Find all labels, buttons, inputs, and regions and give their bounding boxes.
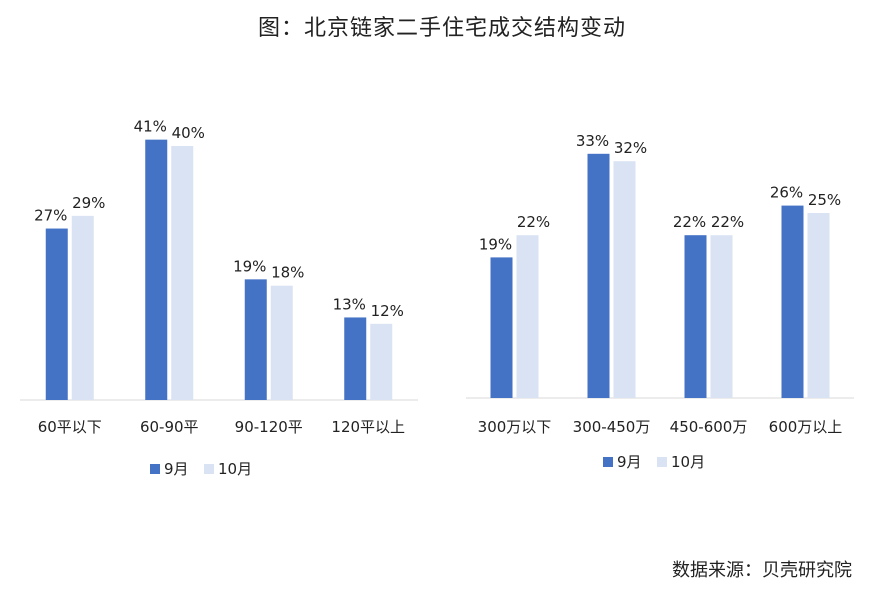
bar-sep	[490, 257, 513, 398]
legend-swatch-sep	[603, 457, 613, 467]
data-label: 40%	[172, 124, 205, 142]
bar-sep	[344, 317, 367, 400]
data-label: 19%	[233, 257, 266, 275]
bar-sep	[781, 205, 804, 398]
bar-oct	[710, 235, 733, 398]
x-tick-label: 600万以上	[769, 418, 843, 436]
bar-sep	[45, 228, 68, 400]
bar-sep	[145, 139, 168, 400]
legend-swatch-sep	[150, 464, 160, 474]
data-label: 12%	[371, 302, 404, 320]
legend-label: 9月	[164, 460, 189, 478]
page-title: 图：北京链家二手住宅成交结构变动	[257, 16, 626, 41]
data-label: 41%	[134, 118, 167, 136]
data-label: 32%	[614, 139, 647, 157]
x-tick-label: 90-120平	[235, 418, 303, 436]
bar-sep	[244, 279, 267, 400]
data-label: 22%	[517, 213, 550, 231]
legend-label: 10月	[671, 453, 705, 471]
bar-oct	[370, 323, 393, 400]
x-tick-label: 300-450万	[573, 418, 651, 436]
bar-oct	[516, 235, 539, 398]
data-label: 18%	[271, 264, 304, 282]
data-label: 26%	[770, 184, 803, 202]
data-label: 25%	[808, 191, 841, 209]
x-tick-label: 300万以下	[478, 418, 552, 436]
data-label: 29%	[72, 194, 105, 212]
legend-label: 10月	[218, 460, 252, 478]
legend-swatch-oct	[657, 457, 667, 467]
bar-oct	[171, 146, 194, 400]
bar-oct	[613, 161, 636, 398]
x-tick-label: 60-90平	[140, 418, 199, 436]
bar-sep	[587, 153, 610, 398]
bar-oct	[807, 213, 830, 398]
data-label: 33%	[576, 132, 609, 150]
bar-oct	[71, 215, 94, 400]
x-tick-label: 120平以上	[331, 418, 405, 436]
data-label: 22%	[673, 213, 706, 231]
data-label: 27%	[34, 207, 67, 225]
bar-oct	[270, 285, 293, 400]
legend-swatch-oct	[204, 464, 214, 474]
x-tick-label: 450-600万	[670, 418, 748, 436]
x-tick-label: 60平以下	[38, 418, 102, 436]
data-label: 19%	[479, 235, 512, 253]
data-source: 数据来源：贝壳研究院	[672, 560, 852, 581]
data-label: 22%	[711, 213, 744, 231]
bar-sep	[684, 235, 707, 398]
legend-label: 9月	[617, 453, 642, 471]
data-label: 13%	[333, 295, 366, 313]
